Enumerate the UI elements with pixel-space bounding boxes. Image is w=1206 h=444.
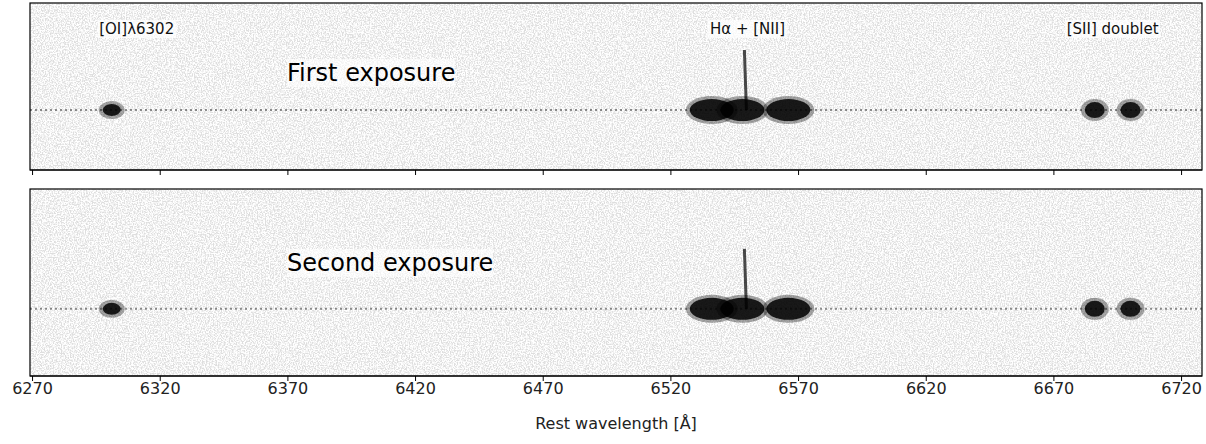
svg-text:6320: 6320 (140, 379, 181, 398)
html-text:Hα + [NII]: Hα + [NII] (710, 20, 785, 38)
svg-text:6270: 6270 (12, 379, 53, 398)
html-text:Rest wavelength [Å]: Rest wavelength [Å] (535, 414, 697, 433)
svg-text:6520: 6520 (651, 379, 692, 398)
svg-text:6720: 6720 (1161, 379, 1202, 398)
html-text:First exposure: First exposure (287, 59, 456, 87)
svg-text:6670: 6670 (1034, 379, 1075, 398)
svg-text:6620: 6620 (906, 379, 947, 398)
svg-text:6370: 6370 (268, 379, 309, 398)
svg-text:6570: 6570 (778, 379, 819, 398)
html-text:[OI]λ6302: [OI]λ6302 (99, 20, 175, 38)
html-text:[SII] doublet: [SII] doublet (1066, 20, 1159, 38)
svg-text:6470: 6470 (523, 379, 564, 398)
html-text:Second exposure: Second exposure (287, 249, 494, 277)
svg-text:6420: 6420 (395, 379, 436, 398)
